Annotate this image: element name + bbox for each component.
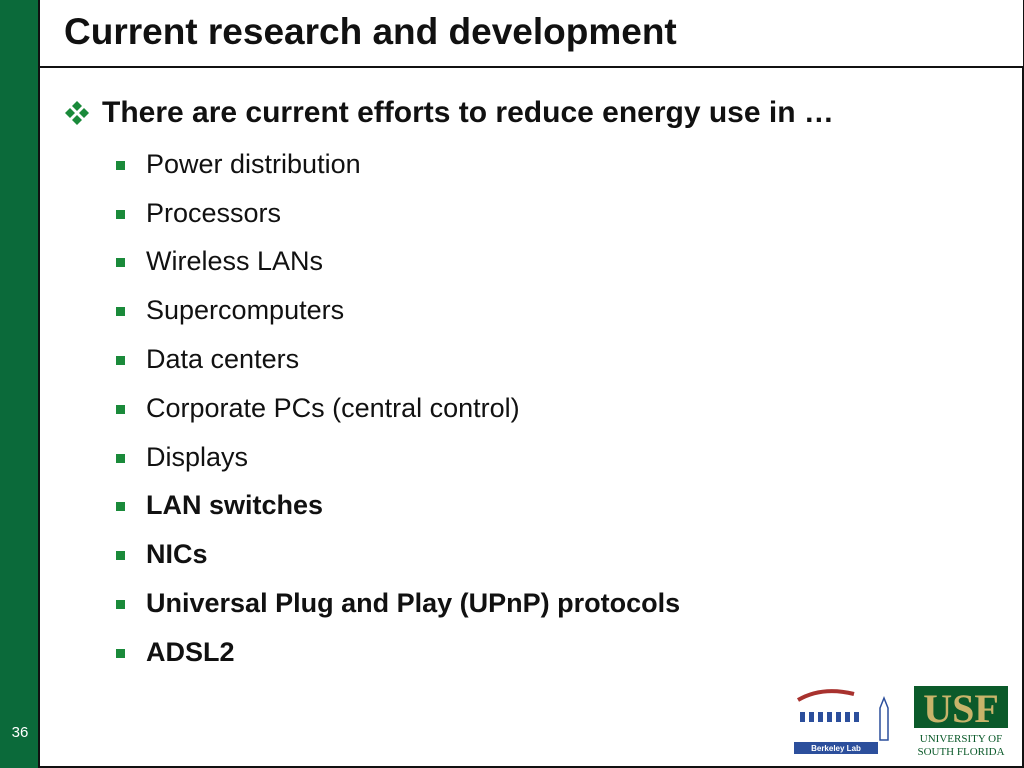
square-bullet-icon <box>116 502 125 512</box>
square-bullet-icon <box>116 160 125 170</box>
list-item: Wireless LANs <box>116 238 680 287</box>
usf-logo: USF UNIVERSITY OF SOUTH FLORIDA <box>914 686 1008 758</box>
list-item: NICs <box>116 530 680 579</box>
list-item: Data centers <box>116 335 680 384</box>
square-bullet-icon <box>116 404 125 414</box>
list-item-text: NICs <box>146 539 208 570</box>
list-item: LAN switches <box>116 482 680 531</box>
berkeley-lab-logo: Berkeley Lab <box>794 689 889 754</box>
list-item-text: Wireless LANs <box>146 246 324 277</box>
square-bullet-icon <box>116 209 125 219</box>
slide-number: 36 <box>11 724 29 741</box>
square-bullet-icon <box>116 600 125 610</box>
list-item-text: ADSL2 <box>146 636 235 667</box>
list-item: ADSL2 <box>116 628 680 677</box>
list-item-text: Power distribution <box>146 148 361 179</box>
list-item: Processors <box>116 189 680 238</box>
list-item-text: Supercomputers <box>146 295 345 326</box>
four-diamond-bullet-icon <box>65 101 89 125</box>
square-bullet-icon <box>116 258 125 268</box>
list-item-text: Corporate PCs (central control) <box>146 392 520 423</box>
list-item-text: Universal Plug and Play (UPnP) protocols <box>146 588 681 619</box>
list-item: Supercomputers <box>116 286 680 335</box>
usf-line2: SOUTH FLORIDA <box>917 746 1004 758</box>
list-item: Power distribution <box>116 140 680 189</box>
sub-bullet-list: Power distribution Processors Wireless LAN… <box>116 140 680 677</box>
square-bullet-icon <box>116 307 125 317</box>
main-bullet: There are current efforts to reduce ener… <box>64 96 834 130</box>
list-item: Corporate PCs (central control) <box>116 384 680 433</box>
list-item-text: LAN switches <box>146 490 324 521</box>
square-bullet-icon <box>116 453 125 463</box>
right-border <box>1022 68 1024 768</box>
berkeley-lab-text: Berkeley Lab <box>811 744 861 753</box>
list-item-text: Processors <box>146 197 282 228</box>
list-item-text: Data centers <box>146 344 300 375</box>
logos: Berkeley Lab USF UNIVERSITY OF SOUTH FLO… <box>792 684 1012 760</box>
sidebar: 36 <box>0 0 40 768</box>
square-bullet-icon <box>116 356 125 366</box>
square-bullet-icon <box>116 648 125 658</box>
usf-mark: USF <box>923 686 999 731</box>
list-item-text: Displays <box>146 441 249 472</box>
title-bar: Current research and development <box>40 0 1024 68</box>
usf-line1: UNIVERSITY OF <box>920 733 1002 745</box>
list-item: Displays <box>116 433 680 482</box>
list-item: Universal Plug and Play (UPnP) protocols <box>116 579 680 628</box>
main-bullet-text: There are current efforts to reduce ener… <box>102 96 834 129</box>
slide-title: Current research and development <box>64 11 677 52</box>
bottom-border <box>40 766 1024 768</box>
square-bullet-icon <box>116 551 125 561</box>
